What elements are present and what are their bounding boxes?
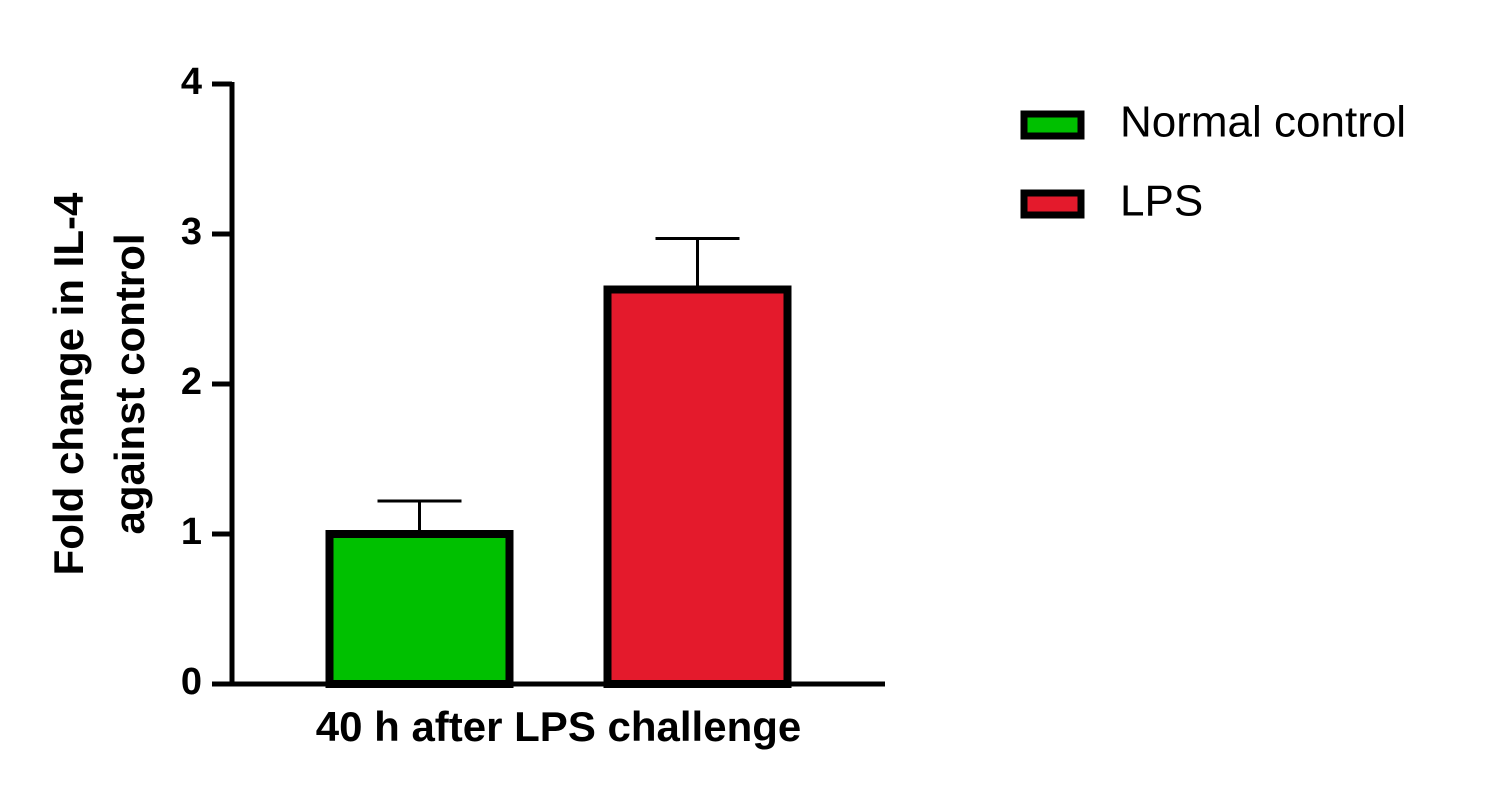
bar — [325, 530, 514, 688]
legend-swatch — [1020, 110, 1085, 140]
legend-label: Normal control — [1120, 98, 1406, 147]
x-tick-label: 40 h after LPS challenge — [316, 703, 802, 750]
y-axis-title: against control — [106, 233, 153, 534]
bar — [603, 285, 792, 688]
legend-swatch — [1020, 189, 1085, 219]
y-tick-label: 3 — [181, 211, 202, 253]
y-axis-title: Fold change in IL-4 — [45, 192, 92, 575]
y-tick-label: 1 — [181, 511, 202, 553]
y-tick-label: 0 — [181, 661, 202, 703]
y-tick-label: 2 — [181, 361, 202, 403]
y-tick-label: 4 — [181, 61, 202, 103]
legend-label: LPS — [1120, 177, 1203, 226]
